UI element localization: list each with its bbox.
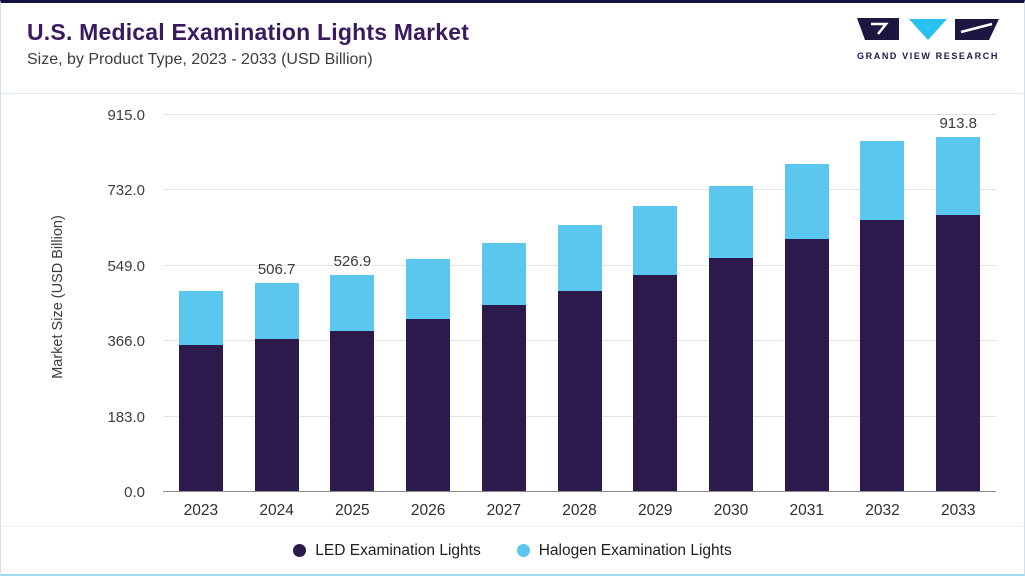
plot-area: 506.7 526.9 913.8 0.0 183.0 366.0 549.0 732.0 9… bbox=[107, 107, 996, 501]
bar-2025-led bbox=[330, 331, 375, 492]
x-tick-label-2024: 2024 bbox=[259, 502, 294, 519]
legend-item-halogen: Halogen Examination Lights bbox=[516, 541, 732, 560]
bar-2024-led bbox=[254, 338, 299, 492]
bar-slot-2030 bbox=[693, 115, 769, 492]
bar-2023-halogen bbox=[178, 291, 223, 346]
bar-slot-2033: 913.8 bbox=[920, 115, 996, 492]
bar-2029-led bbox=[633, 274, 678, 492]
bar-value-label-2025: 526.9 bbox=[333, 252, 372, 270]
gvr-logo-icon bbox=[857, 18, 999, 40]
y-tick-label: 183.0 bbox=[107, 408, 145, 426]
y-tick-label: 732.0 bbox=[107, 182, 145, 200]
x-tick-label-2026: 2026 bbox=[410, 502, 446, 519]
x-tick-label-2025: 2025 bbox=[335, 502, 370, 519]
gridline bbox=[163, 114, 996, 115]
y-tick-label: 915.0 bbox=[107, 107, 145, 124]
bar-slot-2025: 526.9 bbox=[314, 115, 390, 492]
y-axis-title: Market Size (USD Billion) bbox=[50, 214, 67, 379]
bar-2028-halogen bbox=[557, 225, 602, 291]
x-axis-line bbox=[163, 491, 996, 492]
page-title: U.S. Medical Examination Lights Market bbox=[27, 19, 470, 45]
bar-2032-led bbox=[860, 219, 905, 492]
x-tick-label-2023: 2023 bbox=[183, 502, 219, 519]
bar-slot-2027 bbox=[466, 115, 542, 492]
legend-label-led: LED Examination Lights bbox=[315, 541, 481, 559]
bar-2030-led bbox=[709, 257, 753, 492]
x-tick-label-2033: 2033 bbox=[940, 502, 976, 519]
bar-slot-2026 bbox=[390, 115, 466, 492]
legend-marker-led bbox=[293, 544, 307, 557]
bar-slot-2023 bbox=[163, 115, 239, 492]
bar-2023-led bbox=[178, 345, 223, 492]
bars-container: 506.7 526.9 913.8 bbox=[163, 115, 996, 492]
gvr-logo: GRAND VIEW RESEARCH bbox=[852, 15, 1004, 61]
bar-slot-2031 bbox=[769, 115, 845, 492]
x-tick-label-2031: 2031 bbox=[789, 502, 824, 519]
bar-slot-2028 bbox=[542, 115, 618, 492]
x-tick-label-2032: 2032 bbox=[865, 502, 900, 519]
x-tick-label-2029: 2029 bbox=[638, 502, 673, 519]
x-axis-labels: 2023 2024 2025 2026 2027 2028 2029 2030 2031 2032… bbox=[163, 492, 996, 524]
header-divider bbox=[1, 93, 1024, 94]
bar-slot-2024: 506.7 bbox=[239, 115, 315, 492]
bar-2033-halogen bbox=[936, 137, 981, 216]
bar-2033-led bbox=[936, 215, 981, 492]
bar-2025-halogen bbox=[330, 274, 375, 332]
legend-marker-halogen bbox=[516, 544, 530, 557]
bar-2027-halogen bbox=[481, 242, 526, 306]
y-tick-label: 0.0 bbox=[124, 484, 145, 501]
x-tick-label-2028: 2028 bbox=[562, 502, 597, 519]
bar-2029-halogen bbox=[633, 206, 678, 275]
bar-value-label-2024: 506.7 bbox=[257, 261, 296, 279]
gvr-logo-text: GRAND VIEW RESEARCH bbox=[857, 51, 999, 61]
bar-2031-led bbox=[784, 239, 829, 492]
legend-item-led: LED Examination Lights bbox=[293, 541, 481, 560]
y-tick-label: 366.0 bbox=[107, 333, 145, 351]
page-subtitle: Size, by Product Type, 2023 - 2033 (USD … bbox=[27, 51, 373, 68]
y-tick-label: 549.0 bbox=[107, 257, 145, 275]
bar-2032-halogen bbox=[860, 140, 905, 220]
chart-header: U.S. Medical Examination Lights Market S… bbox=[1, 3, 1024, 69]
bar-slot-2029 bbox=[617, 115, 693, 492]
legend: LED Examination Lights Halogen Examinatio… bbox=[1, 526, 1024, 574]
bar-2031-halogen bbox=[784, 164, 829, 240]
stacked-bar-chart: Market Size (USD Billion) 506.7 526.9 913.… bbox=[1, 101, 1024, 524]
bar-slot-2032 bbox=[845, 115, 921, 492]
x-tick-label-2030: 2030 bbox=[713, 502, 749, 519]
bar-2026-led bbox=[406, 318, 451, 492]
x-tick-label-2027: 2027 bbox=[486, 502, 522, 519]
bar-2024-halogen bbox=[254, 283, 299, 339]
bar-value-label-2033: 913.8 bbox=[939, 115, 977, 132]
gridline bbox=[163, 189, 996, 191]
bar-2030-halogen bbox=[709, 185, 753, 258]
legend-label-halogen: Halogen Examination Lights bbox=[538, 541, 732, 559]
bar-2026-halogen bbox=[406, 259, 451, 319]
bar-2028-led bbox=[557, 290, 602, 492]
bar-2027-led bbox=[481, 305, 526, 492]
